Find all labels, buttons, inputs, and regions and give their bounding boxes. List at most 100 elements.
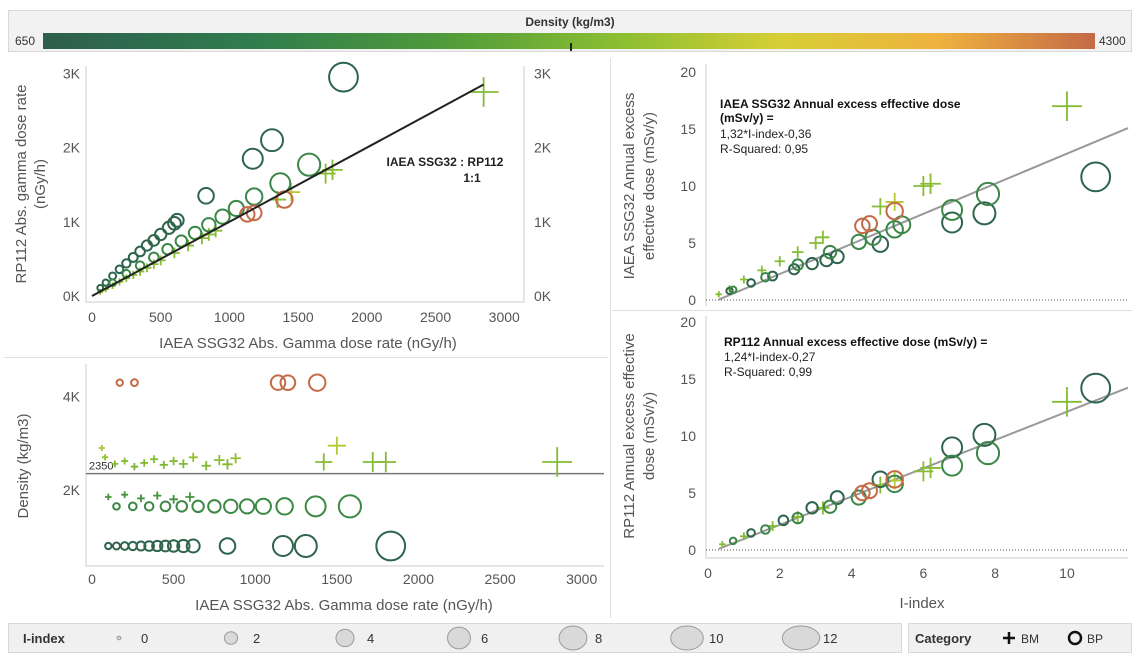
c1-bp-point-12 — [121, 258, 132, 269]
iindex-legend-circle-0 — [116, 635, 122, 641]
c2-bp-point-22 — [191, 499, 205, 514]
c1-bp-point-1 — [260, 128, 284, 153]
iindex-legend-label-6: 12 — [823, 631, 837, 646]
c1-bp-point-6 — [161, 220, 177, 235]
c2-bp-point-29 — [279, 374, 297, 392]
c1-bp-point-2 — [241, 147, 264, 170]
c1-x-tick-5: 2500 — [420, 309, 451, 325]
c2-bp-point-14 — [104, 541, 113, 551]
c4-bp-point-0 — [1080, 372, 1112, 404]
density-max-label: 4300 — [1099, 34, 1126, 48]
c2-bp-point-8 — [151, 539, 164, 553]
c4-x-tick-3: 6 — [919, 565, 927, 581]
iindex-legend-circle-6 — [781, 625, 821, 651]
density-gradient-bar — [43, 33, 1095, 49]
c3-y-tick-0: 0 — [688, 292, 696, 308]
bm-plus-icon — [1003, 632, 1015, 644]
c2-bp-point-13 — [111, 541, 121, 551]
c3-eq-line4: R-Squared: 0,95 — [720, 142, 808, 156]
c2-y-tick-0: 2K — [63, 482, 81, 498]
c3-bp-point-0 — [1080, 161, 1112, 193]
iindex-legend-circle-1 — [223, 631, 239, 645]
c3-marks — [715, 91, 1112, 298]
c2-x-ticks: 0 500 1000 1500 2000 2500 3000 — [88, 571, 597, 587]
c2-y-ticks: 2K 4K — [63, 389, 81, 498]
c1-annotation-line1: IAEA SSG32 : RP112 — [387, 155, 504, 169]
density-gradient-svg: Density (kg/m3) 650 4300 — [15, 15, 1126, 51]
c3-eq-line1: IAEA SSG32 Annual excess effective dose — [720, 97, 961, 111]
c4-bp-point-17 — [861, 482, 878, 500]
c2-bp-point-30 — [269, 374, 287, 391]
c2-bp-point-3 — [218, 537, 237, 555]
c2-bp-point-5 — [176, 538, 191, 554]
c2-bm-point-0 — [542, 447, 573, 477]
c4-y-label-line1: RP112 Annual excess effective — [621, 333, 638, 538]
c1-bp-point-22 — [201, 217, 217, 233]
c1-x-label: IAEA SSG32 Abs. Gamma dose rate (nGy/h) — [159, 335, 457, 352]
c2-bm-point-19 — [98, 444, 105, 452]
c4-bp-point-9 — [941, 454, 964, 477]
c2-bm-point-21 — [169, 495, 178, 504]
c4-y-tick-0: 0 — [688, 542, 696, 558]
c1-bp-point-7 — [154, 227, 168, 242]
c2-bm-point-13 — [150, 455, 158, 464]
c4-eq-line2: 1,24*I-index-0,27 — [724, 350, 816, 364]
c2-x-tick-5: 2500 — [484, 571, 515, 587]
c3-bm-point-2 — [913, 175, 934, 197]
iindex-legend-title: I-index — [23, 631, 66, 646]
c4-marks — [719, 372, 1112, 548]
c2-x-tick-1: 500 — [162, 571, 186, 587]
density-color-legend: Density (kg/m3) 650 4300 — [8, 10, 1132, 52]
c2-bp-point-32 — [115, 378, 124, 387]
c4-bm-point-2 — [913, 461, 934, 482]
c1-bp-point-19 — [244, 187, 264, 206]
c1-bp-point-13 — [114, 264, 125, 275]
c3-bp-point-9 — [746, 278, 756, 288]
chart-density-vs-ssg32: 2350 0 500 1000 1500 2000 2500 3000 2K 4K IAEA … — [15, 364, 604, 614]
iindex-legend-label-3: 6 — [481, 631, 488, 646]
c3-y-tick-1: 5 — [688, 235, 696, 251]
c3-bp-point-2 — [941, 211, 964, 234]
c3-bp-point-21 — [885, 201, 904, 221]
iindex-legend-svg: I-index 0 2 4 6 8 10 12 — [23, 625, 837, 651]
c3-bm-point-8 — [774, 256, 785, 267]
c2-y-tick-1: 4K — [63, 389, 81, 405]
c1-bp-point-9 — [140, 239, 154, 252]
iindex-size-legend: I-index 0 2 4 6 8 10 12 — [8, 623, 902, 653]
c4-bp-point-6 — [777, 514, 790, 527]
c2-bp-point-23 — [175, 500, 189, 513]
c4-bp-point-12 — [822, 499, 838, 514]
c1-x-tick-4: 2000 — [351, 309, 382, 325]
c1-bp-point-20 — [227, 199, 245, 218]
c4-y-label-line2: dose (mSv/y) — [641, 392, 658, 480]
c4-bp-point-1 — [972, 422, 997, 447]
c3-bp-point-19 — [760, 271, 771, 283]
c3-bp-point-23 — [854, 217, 871, 235]
c2-bm-point-23 — [137, 494, 145, 503]
horizontal-divider-right — [612, 310, 1132, 311]
c2-bp-point-17 — [275, 497, 294, 516]
c2-bp-point-27 — [112, 502, 121, 511]
c2-bm-point-18 — [101, 454, 109, 461]
c3-bm-point-10 — [739, 275, 748, 284]
c2-bp-point-20 — [223, 498, 239, 515]
c1-bp-point-4 — [169, 212, 185, 228]
c1-y-label-line2: (nGy/h) — [32, 159, 49, 209]
c3-bp-point-12 — [941, 198, 964, 221]
category-legend: Category BM BP — [908, 623, 1132, 653]
c1-y2-tick-3: 3K — [534, 65, 552, 81]
c1-x-tick-6: 3000 — [489, 309, 520, 325]
c1-x-tick-1: 500 — [149, 309, 173, 325]
c4-bm-point-9 — [719, 541, 726, 548]
c2-bm-point-25 — [105, 493, 112, 501]
c2-x-tick-4: 2000 — [403, 571, 434, 587]
c4-y-ticks: 0 5 10 15 20 — [680, 314, 696, 558]
c2-bm-point-10 — [178, 459, 188, 469]
iindex-legend-label-1: 2 — [253, 631, 260, 646]
c2-bp-point-2 — [271, 535, 294, 557]
c4-bm-point-8 — [739, 532, 748, 541]
c3-y-ticks: 0 5 10 15 20 — [680, 64, 696, 308]
c2-reference-label: 2350 — [89, 461, 113, 473]
c2-bp-point-6 — [166, 539, 181, 553]
c4-x-tick-0: 0 — [704, 565, 712, 581]
